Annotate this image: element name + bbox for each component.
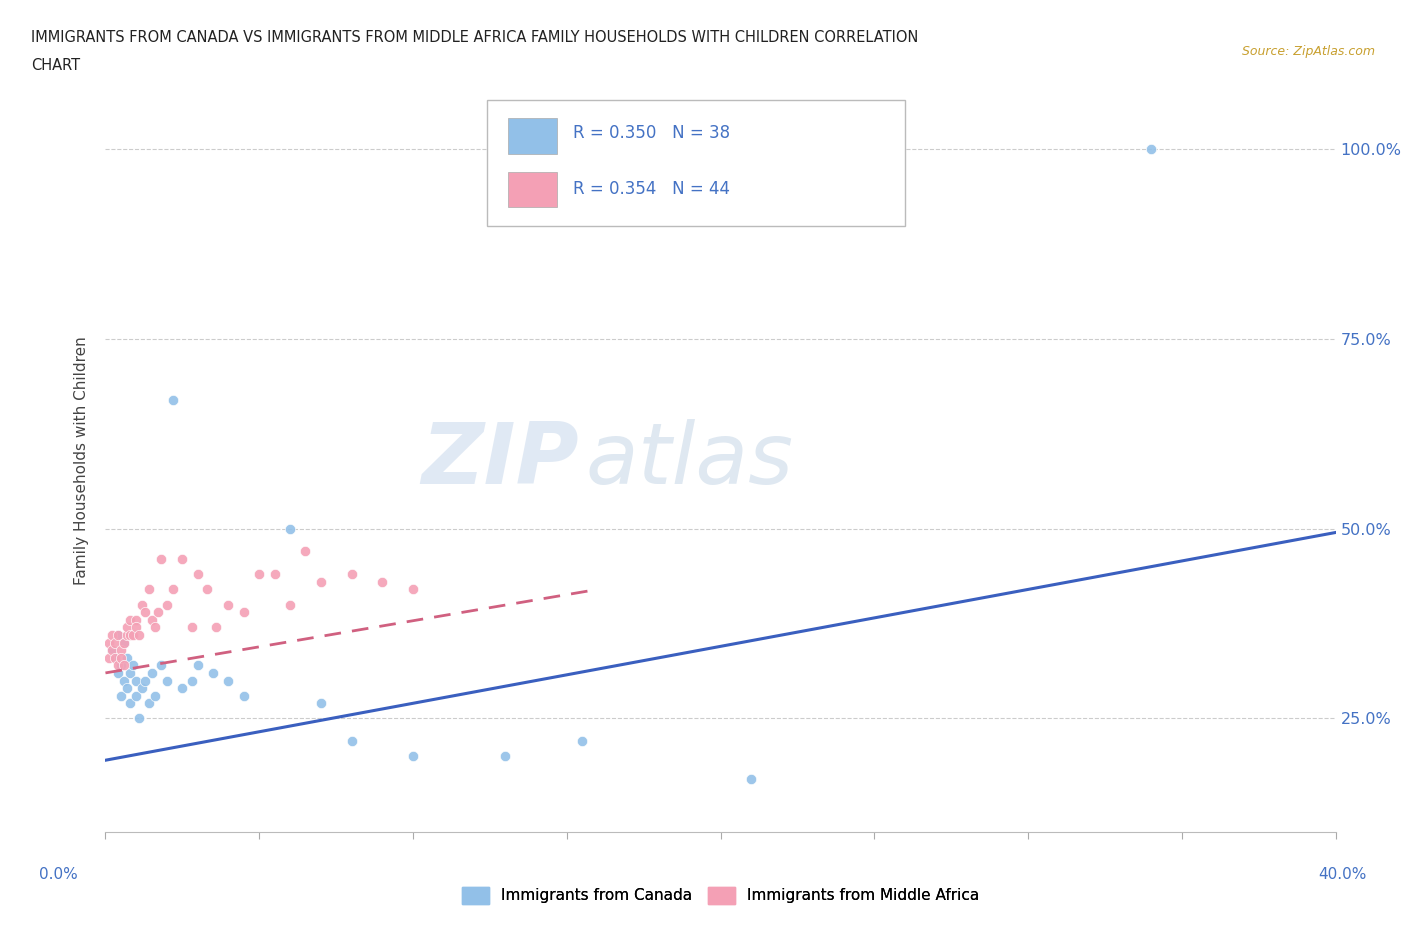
Point	[309, 696, 332, 711]
FancyBboxPatch shape	[486, 100, 905, 226]
Point	[371, 575, 394, 590]
Point	[100, 643, 122, 658]
Text: Source: ZipAtlas.com: Source: ZipAtlas.com	[1241, 45, 1375, 58]
Point	[494, 749, 516, 764]
Point	[1140, 141, 1163, 156]
Point	[138, 582, 160, 597]
Point	[112, 658, 135, 672]
Y-axis label: Family Households with Children: Family Households with Children	[75, 336, 90, 585]
Point	[107, 628, 129, 643]
Point	[141, 666, 163, 681]
Point	[122, 658, 145, 672]
Point	[143, 688, 166, 703]
Point	[125, 620, 148, 635]
Point	[263, 566, 285, 581]
Point	[172, 551, 194, 566]
Point	[162, 392, 184, 407]
Point	[134, 673, 156, 688]
Text: 40.0%: 40.0%	[1319, 867, 1367, 882]
Point	[112, 635, 135, 650]
Point	[110, 658, 132, 672]
Point	[571, 734, 593, 749]
Point	[115, 620, 138, 635]
Point	[138, 696, 160, 711]
Point	[112, 635, 135, 650]
Point	[202, 666, 225, 681]
Point	[134, 604, 156, 619]
Point	[156, 597, 179, 612]
Point	[104, 650, 127, 665]
Point	[180, 673, 202, 688]
Legend: Immigrants from Canada, Immigrants from Middle Africa: Immigrants from Canada, Immigrants from …	[456, 881, 986, 910]
Text: atlas: atlas	[585, 418, 793, 502]
Point	[128, 628, 150, 643]
Text: R = 0.350   N = 38: R = 0.350 N = 38	[574, 124, 730, 142]
Text: IMMIGRANTS FROM CANADA VS IMMIGRANTS FROM MIDDLE AFRICA FAMILY HOUSEHOLDS WITH C: IMMIGRANTS FROM CANADA VS IMMIGRANTS FRO…	[31, 30, 918, 45]
Point	[232, 604, 254, 619]
Point	[112, 673, 135, 688]
Point	[149, 658, 172, 672]
Text: R = 0.354   N = 44: R = 0.354 N = 44	[574, 179, 730, 198]
Point	[172, 681, 194, 696]
Point	[402, 749, 425, 764]
Point	[97, 650, 120, 665]
Point	[110, 688, 132, 703]
Point	[278, 597, 301, 612]
Text: 0.0%: 0.0%	[39, 867, 79, 882]
Point	[294, 544, 316, 559]
Point	[110, 650, 132, 665]
Point	[115, 681, 138, 696]
Point	[340, 566, 363, 581]
Point	[187, 658, 209, 672]
Point	[205, 620, 228, 635]
Point	[141, 612, 163, 627]
Point	[120, 628, 141, 643]
Point	[122, 628, 145, 643]
Point	[97, 635, 120, 650]
Point	[309, 575, 332, 590]
Point	[247, 566, 270, 581]
Point	[125, 688, 148, 703]
Point	[104, 650, 127, 665]
Point	[278, 521, 301, 536]
Text: ZIP: ZIP	[422, 418, 579, 502]
Point	[180, 620, 202, 635]
Point	[104, 635, 127, 650]
Point	[340, 734, 363, 749]
Point	[115, 628, 138, 643]
Point	[125, 673, 148, 688]
Point	[131, 597, 153, 612]
Point	[110, 643, 132, 658]
Point	[120, 612, 141, 627]
Point	[120, 666, 141, 681]
Point	[146, 604, 169, 619]
FancyBboxPatch shape	[508, 172, 557, 207]
Point	[131, 681, 153, 696]
Point	[120, 696, 141, 711]
Point	[402, 582, 425, 597]
Point	[128, 711, 150, 726]
Text: CHART: CHART	[31, 58, 80, 73]
Point	[107, 628, 129, 643]
Point	[143, 620, 166, 635]
FancyBboxPatch shape	[508, 118, 557, 153]
Point	[107, 658, 129, 672]
Point	[740, 772, 762, 787]
Point	[218, 597, 240, 612]
Point	[195, 582, 218, 597]
Point	[100, 643, 122, 658]
Point	[232, 688, 254, 703]
Point	[156, 673, 179, 688]
Point	[100, 628, 122, 643]
Point	[218, 673, 240, 688]
Point	[115, 650, 138, 665]
Point	[107, 666, 129, 681]
Point	[149, 551, 172, 566]
Point	[125, 612, 148, 627]
Point	[162, 582, 184, 597]
Point	[187, 566, 209, 581]
